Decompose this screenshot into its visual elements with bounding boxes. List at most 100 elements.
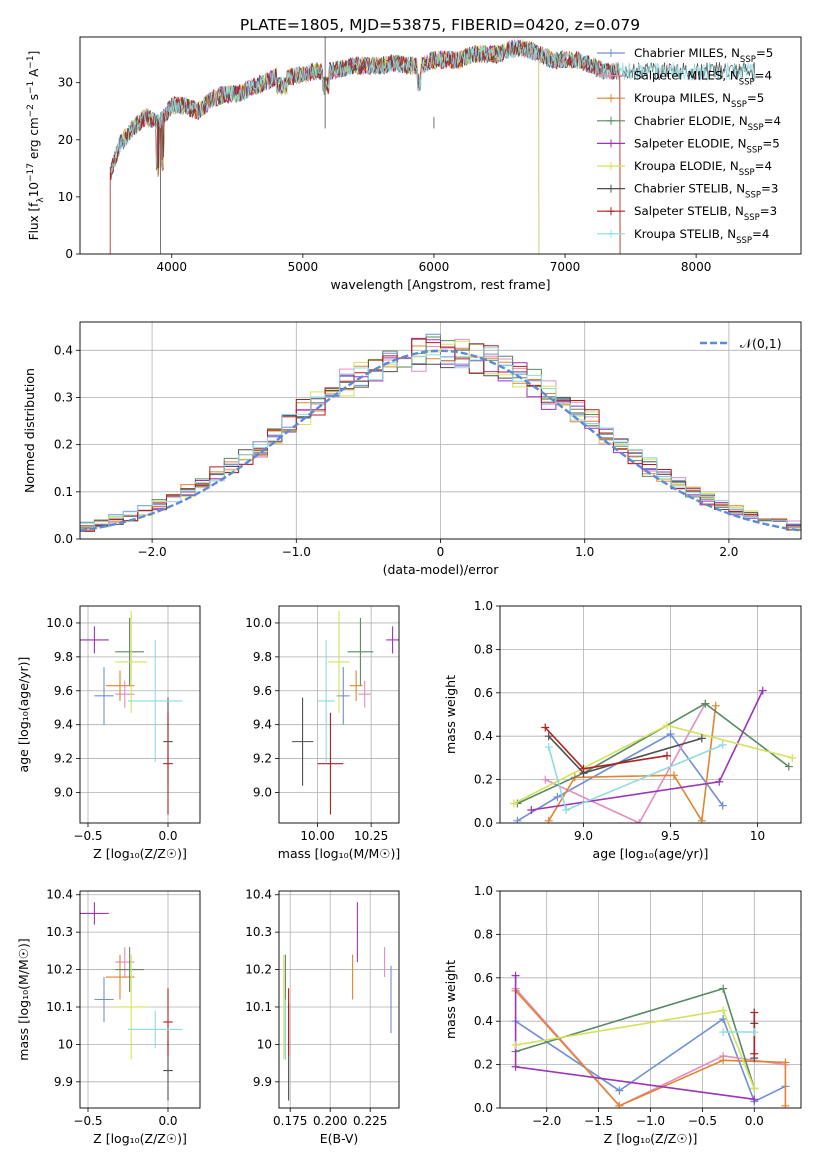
y-tick-label: 0.4	[54, 343, 73, 357]
weight-point	[544, 743, 553, 752]
weight-point	[635, 819, 644, 823]
y-tick-label: 9.2	[253, 752, 272, 766]
legend-marker	[607, 49, 615, 57]
legend-label-base: Salpeter MILES, N	[634, 69, 739, 83]
legend-label-tail: =4	[764, 114, 781, 128]
legend-label-tail: =3	[760, 204, 777, 218]
y-tick-label: 9.6	[253, 684, 272, 698]
y-tick-label: 0.1	[54, 485, 73, 499]
y-tick-label: 9.8	[253, 650, 272, 664]
x-tick-label: 0.200	[313, 1114, 347, 1128]
x-axis-label: mass [log₁₀(M/M☉)]	[278, 846, 400, 861]
plot-area	[80, 611, 183, 815]
x-tick-label: 0.0	[158, 1114, 177, 1128]
x-tick-label: 9.0	[574, 829, 593, 843]
weight-point	[544, 816, 553, 823]
y-tick-label: 10.1	[245, 1000, 272, 1014]
legend-label-base: Kroupa MILES, N	[634, 91, 731, 105]
weight-point	[719, 984, 728, 993]
x-axis-label: Z [log₁₀(Z/Z☉)]	[93, 1131, 187, 1146]
y-axis-label: age [log₁₀(age/yr)]	[16, 657, 31, 773]
weight-point	[697, 816, 706, 823]
legend-entry: Kroupa ELODIE, NSSP=4	[597, 159, 772, 178]
legend-entry: Chabrier MILES, NSSP=5	[597, 46, 773, 65]
panel-spectrum: 4000 5000 6000 7000 8000 0 10 20 30 wavelength [A…	[26, 36, 802, 292]
legend-label-sub: SSP	[748, 123, 764, 133]
x-tick-label: 0.175	[273, 1114, 307, 1128]
weight-point	[541, 775, 550, 784]
x-tick-label: 1.0	[575, 545, 594, 559]
y-tick-label: 9.4	[54, 718, 73, 732]
weight-point	[711, 701, 720, 710]
panel-residuals: −2.0 −1.0 0 1.0 2.0 0.0 0.1 0.2 0.3 0.4 (data-mode…	[22, 321, 802, 577]
weight-point	[719, 1028, 728, 1037]
x-tick-label: 0.0	[745, 1114, 764, 1128]
x-tick-label: 9.5	[661, 829, 680, 843]
weight-point	[511, 971, 520, 980]
axes-frame	[79, 321, 802, 540]
axes: −2.0 −1.0 0 1.0 2.0 0.0 0.1 0.2 0.3 0.4 (data-mode…	[22, 321, 802, 577]
legend-marker	[607, 71, 615, 80]
y-tick-label: 10.0	[46, 616, 73, 630]
x-tick-label: 7000	[550, 260, 581, 274]
legend-label-base: Kroupa STELIB, N	[634, 227, 736, 241]
legend-label-tail: =4	[755, 69, 772, 83]
weight-point	[758, 686, 767, 695]
legend-label-sub: SSP	[740, 55, 756, 65]
x-tick-label: 0.0	[158, 829, 177, 843]
y-label-part: A	[27, 68, 41, 81]
axes-frame	[79, 605, 201, 824]
weight-point	[750, 1008, 759, 1017]
residual-histogram	[80, 347, 801, 534]
y-tick-label: 0.4	[474, 729, 493, 743]
weight-point	[669, 771, 678, 780]
y-tick-label: 1.0	[474, 884, 493, 898]
y-axis-label: mass [log₁₀(M/M☉)]	[16, 938, 31, 1060]
y-tick-label: 9.0	[253, 785, 272, 799]
x-axis-label: (data-model)/error	[383, 562, 500, 577]
x-tick-label: −0.5	[73, 829, 102, 843]
weight-point	[541, 723, 550, 732]
y-label-part: erg cm	[27, 117, 41, 163]
plot-area	[283, 902, 392, 1101]
legend-marker	[607, 162, 615, 170]
y-tick-label: 0.3	[54, 390, 73, 404]
weight-point	[663, 721, 672, 730]
y-tick-label: 1.0	[474, 599, 493, 613]
plot-area	[80, 333, 801, 534]
y-tick-label: 9.0	[54, 785, 73, 799]
y-tick-label: 0.0	[474, 816, 493, 830]
y-label-part: −1	[26, 81, 36, 94]
y-tick-label: 9.4	[253, 718, 272, 732]
x-tick-label: 10.25	[354, 829, 388, 843]
y-tick-label: 10.3	[46, 925, 73, 939]
y-axis-label: mass weight	[443, 960, 458, 1039]
weight-line	[544, 726, 668, 770]
x-axis-label: E(B-V)	[320, 1131, 359, 1146]
y-tick-label: 0.4	[474, 1014, 493, 1028]
y-label-part: −1	[26, 55, 36, 68]
normal-curve	[80, 349, 801, 532]
weight-point	[509, 799, 518, 808]
figure-title: PLATE=1805, MJD=53875, FIBERID=0420, z=0…	[240, 16, 640, 34]
legend-entry: Chabrier STELIB, NSSP=3	[597, 182, 778, 201]
axes: −0.5 0.0 9.9 10 10.1 10.2 10.3 10.4 Z [log₁₀(Z/Z…	[16, 888, 201, 1146]
weight-point	[615, 1101, 624, 1108]
weight-point	[784, 762, 793, 771]
x-tick-label: −1.5	[584, 1114, 613, 1128]
weight-point	[781, 1058, 790, 1067]
legend-marker	[607, 184, 615, 193]
weight-point	[511, 1062, 520, 1071]
plot-area	[291, 611, 399, 815]
x-tick-label: 0	[437, 545, 445, 559]
y-tick-label: 10.4	[46, 888, 73, 902]
y-label-part: s	[27, 94, 41, 104]
legend-label-sub: SSP	[744, 213, 760, 223]
legend-entry: Kroupa STELIB, NSSP=4	[597, 227, 769, 246]
legend-entry: Salpeter MILES, NSSP=4	[597, 69, 772, 88]
y-tick-label: 0.2	[54, 438, 73, 452]
legend-label-sub: SSP	[739, 78, 755, 88]
y-label-part: ]	[27, 51, 41, 56]
